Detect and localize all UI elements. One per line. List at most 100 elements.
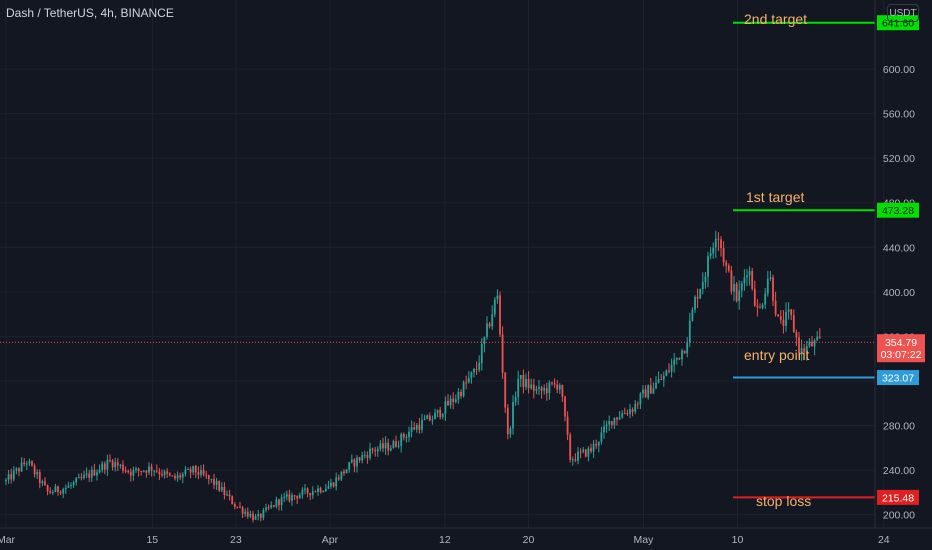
candle-body (548, 382, 551, 394)
candle (150, 463, 153, 477)
candle (579, 448, 582, 459)
candle (504, 371, 507, 413)
candle-body (41, 481, 44, 483)
last-price-tag-bg (877, 334, 925, 363)
time-axis[interactable]: Mar1523Apr1220May1024Jun (0, 527, 932, 546)
candle-body (681, 350, 683, 360)
candle (361, 451, 364, 464)
candle-body (478, 362, 481, 370)
candle-body (226, 494, 228, 496)
candle (387, 438, 390, 456)
candle-body (306, 488, 309, 494)
candle (41, 479, 44, 487)
candle-body (228, 494, 231, 497)
candle-body (369, 448, 371, 458)
candle (335, 472, 338, 491)
candle-body (101, 463, 104, 470)
candle-body (613, 417, 616, 425)
candle (535, 385, 538, 395)
candle (226, 490, 228, 497)
candle (340, 471, 343, 482)
candle (59, 490, 62, 495)
candle (730, 265, 733, 295)
candle-body (475, 369, 478, 371)
currency-badge[interactable]: USDT (887, 4, 919, 22)
candle (717, 232, 720, 251)
candle (410, 420, 413, 438)
candle (740, 280, 743, 298)
candle (231, 495, 234, 505)
candle-body (725, 262, 728, 266)
candle-body (366, 455, 369, 458)
candle-body (148, 466, 150, 473)
candle (353, 458, 356, 473)
candle (696, 288, 699, 309)
candle-body (408, 431, 410, 438)
candle-body (519, 375, 522, 380)
candle (501, 326, 504, 380)
candle-body (322, 491, 325, 493)
candle (114, 457, 117, 472)
candle-body (72, 482, 75, 485)
candle-body (88, 473, 91, 478)
candle (756, 299, 759, 317)
candle (15, 467, 18, 475)
candle (96, 469, 98, 481)
candle-body (660, 378, 663, 380)
candle-body (189, 469, 192, 473)
candle-body (413, 427, 416, 430)
candle (610, 421, 613, 429)
candle (670, 358, 673, 378)
candle-body (720, 239, 722, 248)
candle-body (522, 375, 525, 387)
candle (556, 380, 559, 394)
candle (655, 376, 657, 390)
candle-body (241, 507, 244, 514)
candle-body (727, 265, 730, 271)
candle (592, 439, 595, 458)
candle (228, 489, 231, 501)
candles-layer (5, 230, 821, 523)
candle-body (259, 514, 262, 518)
candle-body (317, 488, 319, 492)
candle (77, 473, 80, 479)
candle (413, 421, 416, 431)
candle-body (571, 459, 574, 461)
candle (665, 369, 668, 377)
candle-body (382, 443, 384, 449)
candle-body (288, 494, 291, 501)
candle (319, 486, 322, 494)
candle-body (730, 270, 733, 292)
candle (608, 415, 611, 432)
candle-body (670, 364, 673, 372)
candle-body (218, 481, 221, 491)
candle (155, 464, 158, 474)
candle-body (184, 469, 187, 475)
candle-body (246, 511, 249, 517)
candle-body (239, 506, 241, 508)
candle (314, 490, 317, 493)
candle (434, 408, 436, 420)
candle-body (818, 336, 821, 338)
candle (119, 463, 122, 469)
candle (639, 392, 642, 410)
candle-body (280, 497, 283, 506)
candle-body (257, 514, 260, 517)
candle (587, 446, 590, 462)
candle-body (699, 289, 702, 299)
candle (374, 446, 377, 457)
candle-body (436, 409, 439, 413)
candle-body (96, 472, 98, 476)
candle-body (551, 382, 553, 384)
candle (621, 410, 624, 419)
annotation-second-target: 2nd target (744, 11, 808, 27)
candle (90, 466, 93, 482)
candle-body (532, 384, 535, 391)
candle (397, 440, 400, 449)
candle-body (722, 247, 725, 263)
candle (283, 492, 286, 503)
candle-body (80, 477, 83, 479)
candle-body (434, 412, 436, 420)
